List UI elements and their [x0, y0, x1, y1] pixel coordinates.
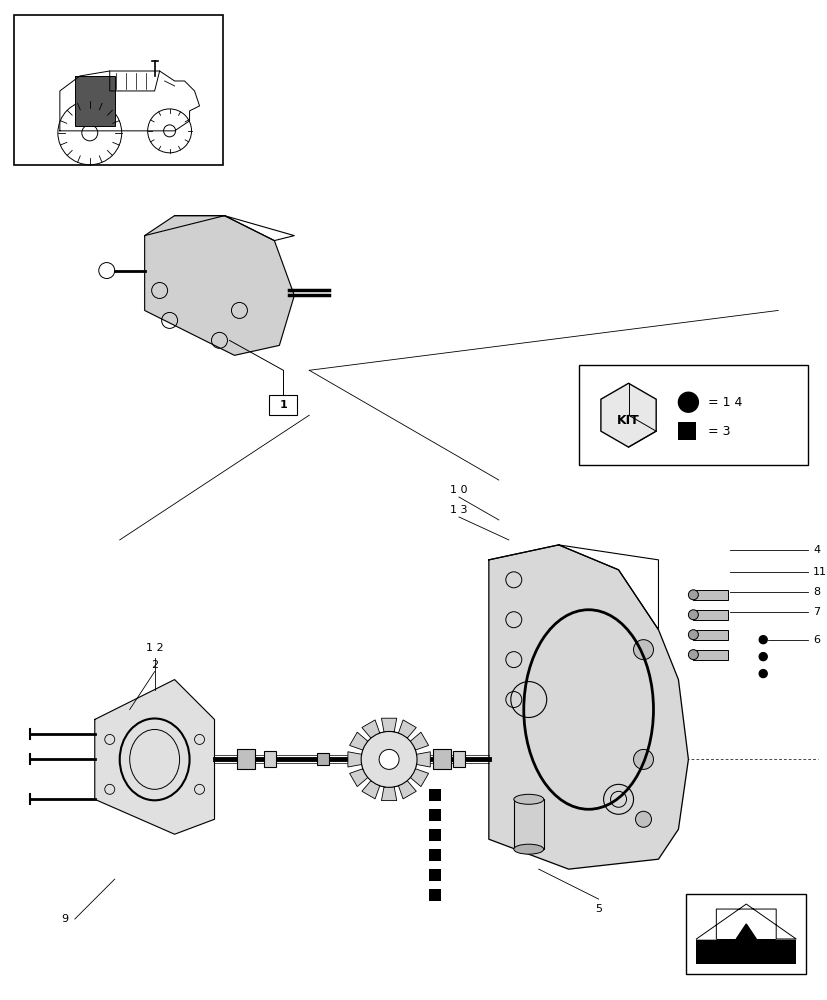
Text: 11: 11 — [812, 567, 826, 577]
Ellipse shape — [687, 650, 697, 660]
Bar — [428, 849, 441, 861]
Polygon shape — [600, 383, 655, 447]
Ellipse shape — [514, 844, 543, 854]
Text: 1: 1 — [280, 400, 287, 410]
Polygon shape — [349, 732, 371, 750]
Bar — [578, 365, 807, 465]
Polygon shape — [378, 785, 396, 801]
Circle shape — [677, 392, 697, 412]
Bar — [428, 789, 441, 801]
Circle shape — [758, 670, 767, 678]
Text: 1 0: 1 0 — [450, 485, 467, 495]
Bar — [269, 395, 297, 415]
Circle shape — [379, 749, 399, 769]
Bar — [264, 751, 276, 767]
Ellipse shape — [687, 630, 697, 640]
Bar — [677, 422, 696, 440]
Polygon shape — [347, 749, 363, 767]
Bar — [696, 939, 796, 964]
Text: 1 2: 1 2 — [146, 643, 163, 653]
Circle shape — [633, 640, 653, 660]
Circle shape — [758, 636, 767, 644]
Circle shape — [633, 749, 653, 769]
Polygon shape — [94, 680, 214, 834]
Polygon shape — [381, 718, 399, 734]
Bar — [428, 809, 441, 821]
Text: 1 3: 1 3 — [450, 505, 467, 515]
Polygon shape — [405, 769, 428, 787]
Ellipse shape — [687, 590, 697, 600]
Polygon shape — [361, 720, 385, 738]
Text: 9: 9 — [61, 914, 69, 924]
Bar — [692, 630, 728, 640]
Text: 4: 4 — [812, 545, 820, 555]
Text: 7: 7 — [812, 607, 820, 617]
Polygon shape — [410, 732, 428, 756]
Text: 5: 5 — [595, 904, 601, 914]
Text: = 3: = 3 — [707, 425, 730, 438]
Bar — [237, 749, 255, 769]
Polygon shape — [735, 924, 755, 939]
Ellipse shape — [687, 610, 697, 620]
Bar — [692, 650, 728, 660]
Polygon shape — [145, 216, 294, 355]
Bar — [428, 829, 441, 841]
Bar — [452, 751, 464, 767]
Polygon shape — [414, 752, 430, 770]
Text: 2: 2 — [151, 660, 158, 670]
Bar — [74, 76, 115, 126]
Text: 8: 8 — [812, 587, 820, 597]
Circle shape — [758, 653, 767, 661]
Polygon shape — [696, 904, 796, 939]
Ellipse shape — [514, 794, 543, 804]
Bar — [428, 869, 441, 881]
Polygon shape — [361, 776, 380, 799]
Polygon shape — [349, 763, 367, 787]
Bar — [433, 749, 451, 769]
Bar — [74, 76, 115, 126]
Text: 6: 6 — [812, 635, 819, 645]
Circle shape — [361, 731, 417, 787]
Bar — [14, 15, 223, 165]
Text: KIT: KIT — [616, 414, 639, 427]
Polygon shape — [392, 781, 416, 799]
Bar — [428, 889, 441, 901]
Bar — [692, 610, 728, 620]
Bar — [514, 799, 543, 849]
Bar — [686, 894, 805, 974]
Text: = 1 4: = 1 4 — [707, 396, 742, 409]
Bar — [692, 590, 728, 600]
Circle shape — [635, 811, 651, 827]
Bar — [317, 753, 329, 765]
Polygon shape — [488, 545, 687, 869]
Polygon shape — [398, 720, 416, 742]
